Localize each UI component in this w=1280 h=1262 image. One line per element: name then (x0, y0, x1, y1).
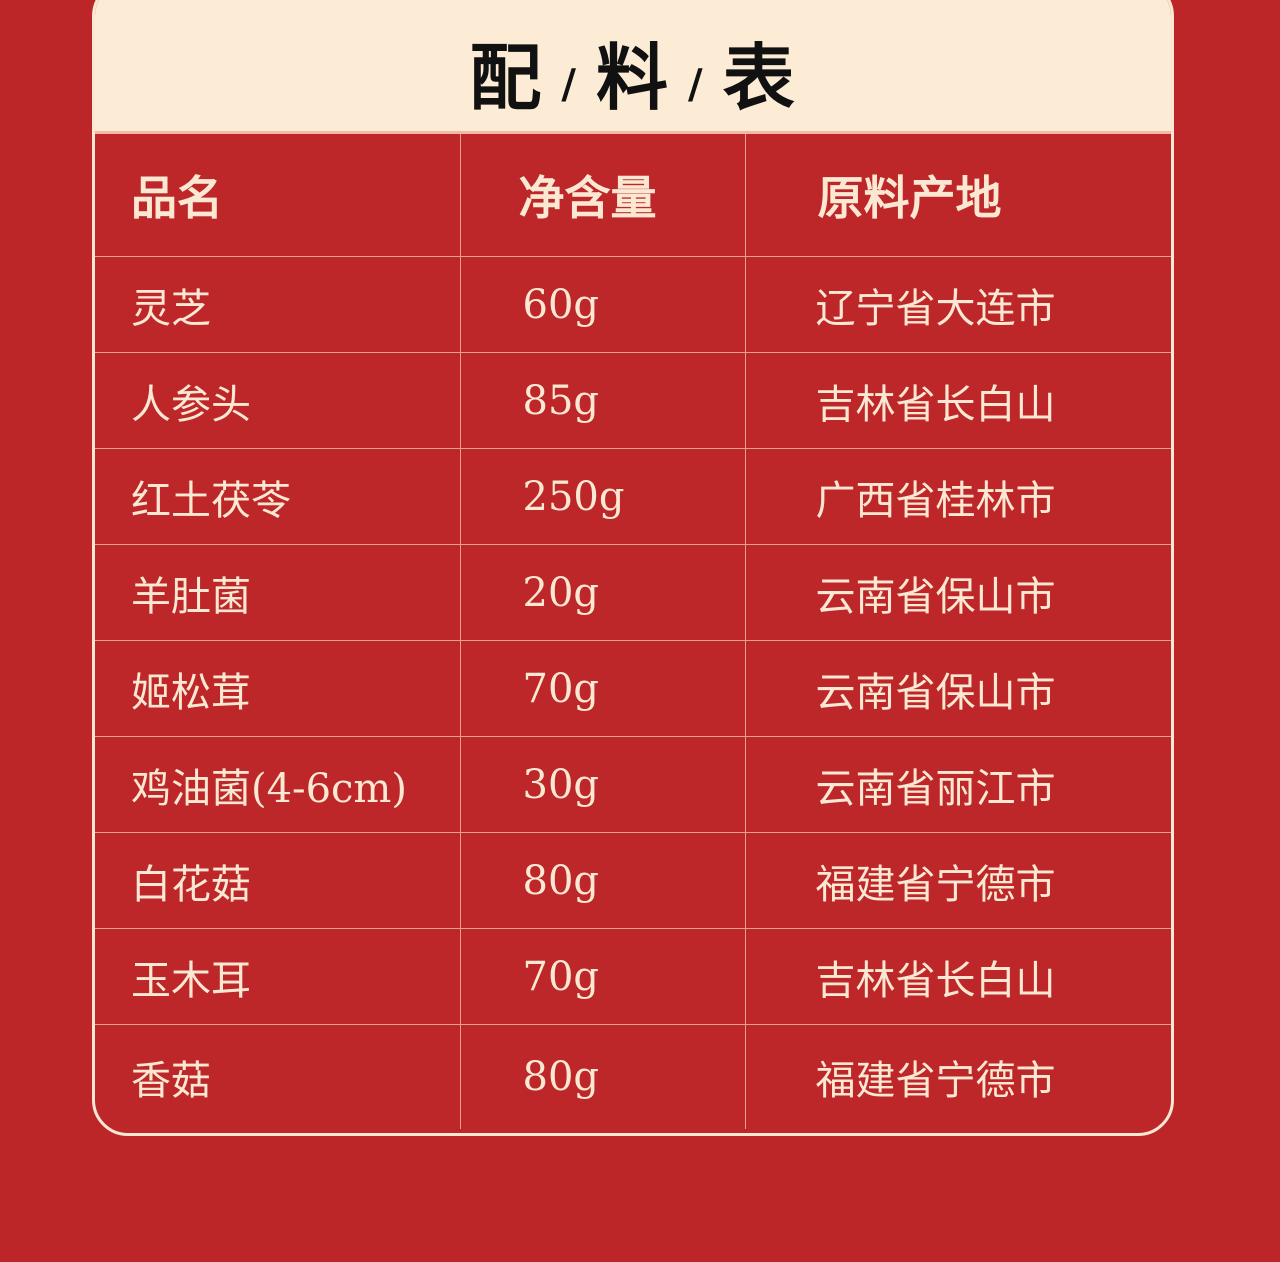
title-char: 表 (722, 35, 797, 120)
ingredient-table: 品名 净含量 原料产地 灵芝 60g 辽宁省大连市 人参头 85g 吉林省长白山 红土茯苓 2… (95, 134, 1171, 1129)
header-origin: 原料产地 (744, 134, 1171, 257)
cell-origin: 福建省宁德市 (744, 1024, 1171, 1129)
title-char: 配 (469, 35, 544, 120)
table-row: 鸡油菌(4-6cm) 30g 云南省丽江市 (95, 736, 1171, 833)
cell-net-weight: 30g (459, 736, 746, 833)
table-row: 人参头 85g 吉林省长白山 (95, 352, 1171, 449)
header-net-weight: 净含量 (459, 134, 746, 257)
cell-origin: 吉林省长白山 (744, 352, 1171, 449)
table-row: 灵芝 60g 辽宁省大连市 (95, 256, 1171, 353)
cell-name: 人参头 (95, 352, 461, 449)
cell-origin: 广西省桂林市 (744, 448, 1171, 545)
title-separator: / (561, 60, 578, 108)
page-title: 配 / 料 / 表 (95, 19, 1171, 124)
cell-net-weight: 85g (459, 352, 746, 449)
cell-name: 玉木耳 (95, 928, 461, 1025)
cell-origin: 吉林省长白山 (744, 928, 1171, 1025)
table-row: 羊肚菌 20g 云南省保山市 (95, 544, 1171, 641)
cell-name: 姬松茸 (95, 640, 461, 737)
table-row: 姬松茸 70g 云南省保山市 (95, 640, 1171, 737)
cell-origin: 辽宁省大连市 (744, 256, 1171, 353)
cell-name: 羊肚菌 (95, 544, 461, 641)
cell-net-weight: 250g (459, 448, 746, 545)
cell-net-weight: 60g (459, 256, 746, 353)
table-row: 香菇 80g 福建省宁德市 (95, 1024, 1171, 1129)
cell-net-weight: 70g (459, 928, 746, 1025)
cell-origin: 云南省保山市 (744, 544, 1171, 641)
cell-name: 灵芝 (95, 256, 461, 353)
cell-origin: 云南省保山市 (744, 640, 1171, 737)
cell-name: 红土茯苓 (95, 448, 461, 545)
header-name: 品名 (95, 134, 461, 257)
table-row: 白花菇 80g 福建省宁德市 (95, 832, 1171, 929)
cell-net-weight: 80g (459, 1024, 746, 1129)
cell-name: 白花菇 (95, 832, 461, 929)
table-row: 玉木耳 70g 吉林省长白山 (95, 928, 1171, 1025)
cell-origin: 云南省丽江市 (744, 736, 1171, 833)
cell-net-weight: 80g (459, 832, 746, 929)
title-char: 料 (595, 35, 670, 120)
cell-name: 香菇 (95, 1024, 461, 1129)
ingredient-card: 配 / 料 / 表 品名 净含量 原料产地 灵芝 60g 辽宁省大连市 人参头 85g 吉林省长白… (92, 0, 1174, 1136)
cell-name: 鸡油菌(4-6cm) (95, 736, 461, 833)
table-row: 红土茯苓 250g 广西省桂林市 (95, 448, 1171, 545)
cell-net-weight: 70g (459, 640, 746, 737)
cell-net-weight: 20g (459, 544, 746, 641)
title-separator: / (688, 60, 705, 108)
cell-origin: 福建省宁德市 (744, 832, 1171, 929)
table-header-row: 品名 净含量 原料产地 (95, 134, 1171, 257)
title-banner: 配 / 料 / 表 (95, 0, 1171, 134)
